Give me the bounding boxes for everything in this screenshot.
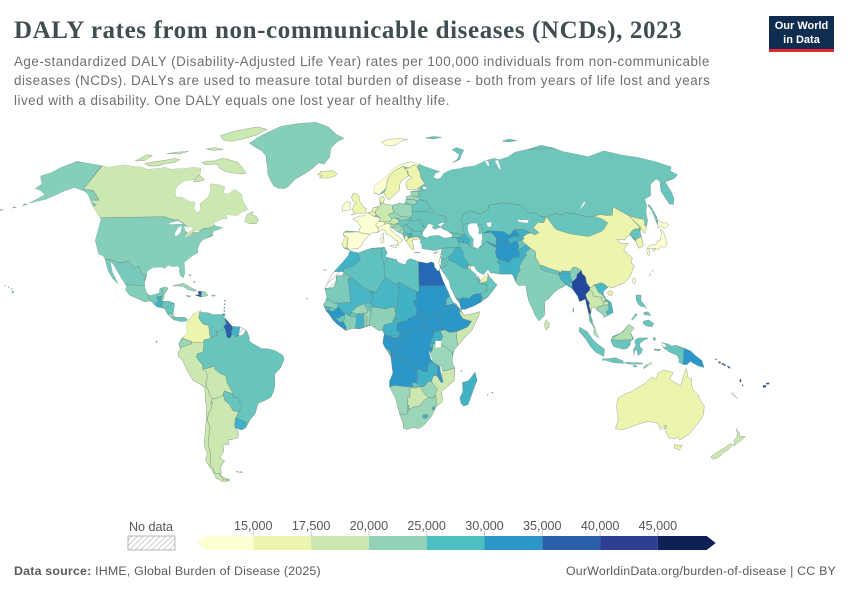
svg-text:30,000: 30,000 bbox=[465, 519, 504, 533]
svg-text:17,500: 17,500 bbox=[292, 519, 331, 533]
svg-text:No data: No data bbox=[129, 520, 173, 534]
svg-text:15,000: 15,000 bbox=[234, 519, 273, 533]
svg-text:35,000: 35,000 bbox=[523, 519, 562, 533]
svg-text:45,000: 45,000 bbox=[639, 519, 678, 533]
svg-text:25,000: 25,000 bbox=[407, 519, 446, 533]
svg-text:40,000: 40,000 bbox=[581, 519, 620, 533]
svg-text:20,000: 20,000 bbox=[350, 519, 389, 533]
